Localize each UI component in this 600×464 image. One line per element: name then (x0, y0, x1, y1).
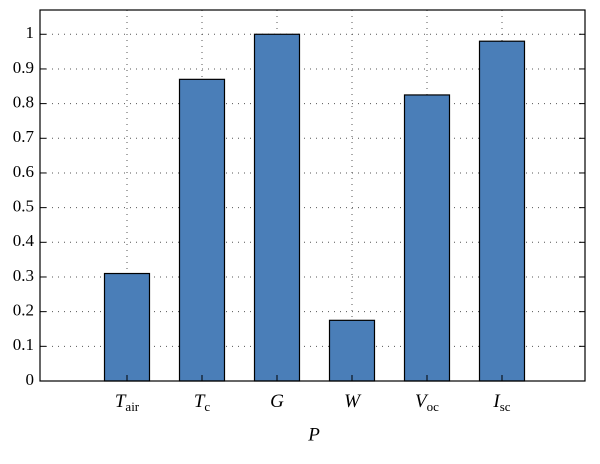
y-tick-label: 0.1 (13, 335, 34, 354)
x-tick-label: Voc (415, 391, 439, 414)
plot-frame (39, 9, 586, 382)
category-name: T (115, 391, 127, 412)
y-tick-label: 1 (26, 23, 35, 42)
category-subscript: c (204, 399, 210, 414)
category-subscript: air (125, 399, 139, 414)
category-subscript: sc (500, 399, 511, 414)
y-tick-label: 0.9 (13, 58, 34, 77)
y-tick-label: 0.5 (13, 197, 34, 216)
y-tick-label: 0.8 (13, 93, 34, 112)
category-name: I (492, 391, 501, 412)
bar (178, 78, 226, 382)
bar (253, 33, 301, 382)
bar (103, 272, 151, 382)
x-tick-label: W (344, 391, 362, 412)
y-tick-label: 0.2 (13, 301, 34, 320)
category-name: V (415, 391, 429, 412)
x-tick-label: G (270, 391, 284, 412)
y-tick-label: 0.4 (13, 231, 35, 250)
y-tick-label: 0 (26, 370, 35, 389)
y-tick-label: 0.6 (13, 162, 34, 181)
category-name: W (344, 391, 362, 412)
x-tick-label: Tair (115, 391, 140, 414)
bar (403, 94, 451, 382)
x-axis-label: P (307, 424, 320, 445)
category-name: G (270, 391, 284, 412)
y-tick-label: 0.7 (13, 127, 35, 146)
x-tick-label: Tc (194, 391, 211, 414)
bar (478, 40, 526, 382)
category-name: T (194, 391, 206, 412)
x-tick-label: Isc (492, 391, 510, 414)
y-tick-label: 0.3 (13, 266, 34, 285)
bar (328, 319, 376, 382)
category-subscript: oc (427, 399, 440, 414)
